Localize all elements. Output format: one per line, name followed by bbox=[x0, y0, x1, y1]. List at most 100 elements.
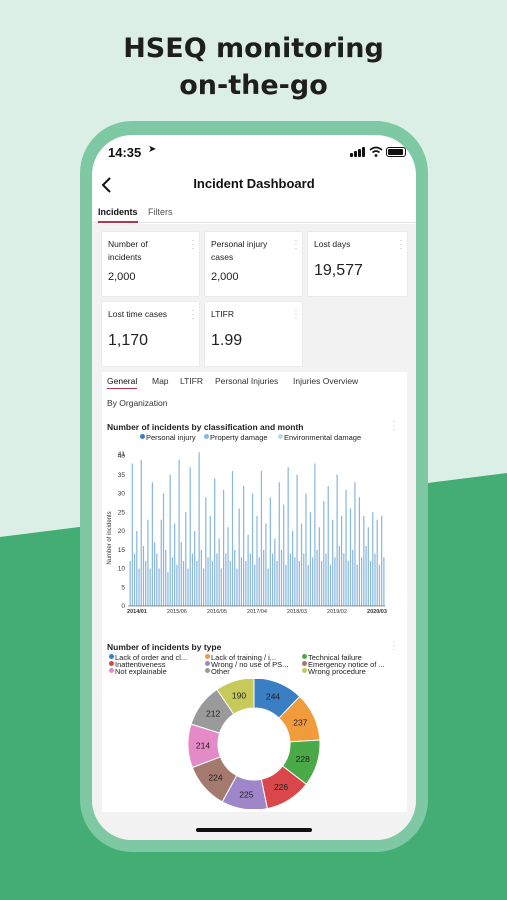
bar[interactable] bbox=[376, 519, 378, 606]
bar[interactable] bbox=[267, 568, 269, 607]
donut-slice[interactable] bbox=[216, 679, 255, 715]
bar[interactable] bbox=[283, 504, 285, 606]
bar[interactable] bbox=[256, 516, 258, 606]
bar[interactable] bbox=[367, 527, 369, 606]
bar[interactable] bbox=[265, 523, 267, 607]
bar[interactable] bbox=[276, 561, 278, 606]
bar[interactable] bbox=[345, 489, 347, 606]
bar[interactable] bbox=[294, 557, 296, 606]
bar[interactable] bbox=[378, 564, 381, 606]
bar[interactable] bbox=[218, 538, 220, 607]
kpi-card-ltifr[interactable]: LTIFR 1.99 · · · bbox=[205, 302, 302, 366]
bar[interactable] bbox=[298, 561, 300, 606]
subtab-map[interactable]: Map bbox=[152, 376, 169, 386]
bar[interactable] bbox=[363, 516, 365, 606]
bar[interactable] bbox=[131, 463, 133, 607]
bar[interactable] bbox=[263, 549, 265, 606]
bar[interactable] bbox=[222, 489, 225, 606]
bar[interactable] bbox=[229, 561, 231, 606]
bar[interactable] bbox=[133, 553, 136, 607]
bar[interactable] bbox=[200, 549, 202, 606]
bar[interactable] bbox=[140, 459, 142, 606]
bar[interactable] bbox=[207, 557, 209, 606]
bar[interactable] bbox=[274, 538, 276, 607]
bar[interactable] bbox=[314, 463, 316, 607]
bar[interactable] bbox=[307, 564, 309, 606]
subtab-by-organization[interactable]: By Organization bbox=[107, 398, 168, 408]
kpi-menu-icon[interactable]: · · · bbox=[294, 306, 298, 323]
tab-incidents[interactable]: Incidents bbox=[98, 207, 138, 223]
bar[interactable] bbox=[189, 467, 191, 606]
bar[interactable] bbox=[198, 452, 200, 606]
bar[interactable] bbox=[156, 553, 158, 607]
bar[interactable] bbox=[300, 523, 303, 607]
kpi-card-number-of-incidents[interactable]: Number of incidents 2,000 · · · bbox=[102, 232, 199, 296]
bar[interactable] bbox=[136, 531, 138, 606]
subtab-injuries-overview[interactable]: Injuries Overview bbox=[293, 376, 359, 386]
bar[interactable] bbox=[309, 512, 312, 606]
bar[interactable] bbox=[381, 516, 383, 606]
bar[interactable] bbox=[234, 549, 236, 606]
bar[interactable] bbox=[196, 561, 198, 606]
bar[interactable] bbox=[316, 549, 318, 606]
bar[interactable] bbox=[153, 542, 156, 606]
bar[interactable] bbox=[254, 564, 256, 606]
bar[interactable] bbox=[249, 553, 251, 607]
bar[interactable] bbox=[340, 516, 343, 606]
bar[interactable] bbox=[151, 482, 153, 606]
bar[interactable] bbox=[205, 497, 207, 606]
chart-menu-icon[interactable]: · · · bbox=[392, 417, 396, 434]
kpi-menu-icon[interactable]: · · · bbox=[399, 236, 403, 253]
kpi-menu-icon[interactable]: · · · bbox=[294, 236, 298, 253]
bar[interactable] bbox=[167, 572, 169, 606]
subtab-personal-injuries[interactable]: Personal Injuries bbox=[215, 376, 279, 386]
bar[interactable] bbox=[292, 531, 294, 606]
bar[interactable] bbox=[258, 557, 260, 606]
bar[interactable] bbox=[211, 561, 214, 606]
bar[interactable] bbox=[289, 553, 292, 607]
bar[interactable] bbox=[227, 527, 229, 606]
bar[interactable] bbox=[149, 568, 151, 607]
bar[interactable] bbox=[383, 557, 385, 606]
bar[interactable] bbox=[327, 486, 329, 606]
bar[interactable] bbox=[225, 553, 227, 607]
bar[interactable] bbox=[231, 471, 234, 606]
bar[interactable] bbox=[365, 546, 367, 606]
kpi-card-personal-injury-cases[interactable]: Personal injury cases 2,000 · · · bbox=[205, 232, 302, 296]
back-chevron-icon[interactable] bbox=[96, 173, 120, 197]
bar[interactable] bbox=[160, 519, 162, 606]
bar[interactable] bbox=[162, 493, 165, 607]
bar[interactable] bbox=[174, 523, 176, 607]
bar[interactable] bbox=[147, 519, 149, 606]
bar[interactable] bbox=[245, 561, 247, 606]
bar[interactable] bbox=[343, 553, 345, 607]
bar[interactable] bbox=[180, 542, 182, 606]
bar[interactable] bbox=[220, 568, 222, 607]
bar[interactable] bbox=[236, 568, 238, 607]
kpi-card-lost-days[interactable]: Lost days 19,577 · · · bbox=[308, 232, 407, 296]
bar[interactable] bbox=[271, 553, 274, 607]
bar[interactable] bbox=[187, 568, 189, 607]
bar[interactable] bbox=[176, 564, 178, 606]
bar[interactable] bbox=[243, 486, 245, 606]
bar[interactable] bbox=[318, 527, 320, 606]
bar[interactable] bbox=[178, 459, 180, 606]
bar[interactable] bbox=[142, 546, 145, 606]
bar[interactable] bbox=[202, 568, 205, 607]
bar[interactable] bbox=[238, 508, 240, 607]
bar[interactable] bbox=[356, 564, 358, 606]
bar[interactable] bbox=[374, 553, 376, 607]
tab-filters[interactable]: Filters bbox=[148, 207, 173, 217]
bar[interactable] bbox=[358, 497, 361, 606]
bar[interactable] bbox=[251, 493, 254, 607]
bar[interactable] bbox=[334, 557, 336, 606]
bar[interactable] bbox=[171, 557, 174, 606]
bar[interactable] bbox=[347, 561, 349, 606]
bar[interactable] bbox=[287, 467, 289, 606]
bar[interactable] bbox=[158, 568, 160, 607]
kpi-card-lost-time-cases[interactable]: Lost time cases 1,170 · · · bbox=[102, 302, 199, 366]
chart-menu-icon[interactable]: · · · bbox=[392, 637, 396, 654]
bar[interactable] bbox=[278, 482, 280, 606]
bar[interactable] bbox=[296, 474, 298, 606]
bar[interactable] bbox=[182, 561, 185, 606]
